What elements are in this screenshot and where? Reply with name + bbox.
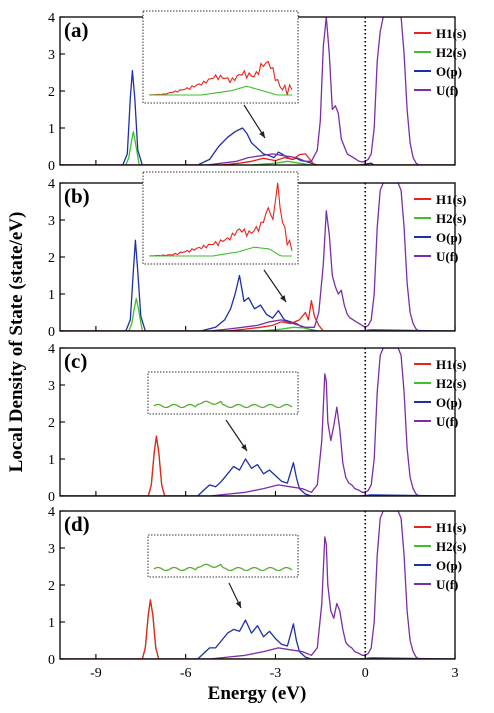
y-tick-label: 4	[48, 11, 55, 26]
plot-frame	[59, 510, 456, 660]
series-h1s	[60, 435, 455, 496]
y-tick-label: 0	[48, 159, 55, 174]
panel-label: (c)	[64, 349, 87, 373]
x-axis-label: Energy (eV)	[0, 683, 494, 705]
legend-label: H1(s)	[436, 192, 466, 207]
legend-label: O(p)	[436, 230, 462, 245]
series-h2s	[60, 131, 455, 165]
y-tick-label: 1	[48, 288, 55, 303]
y-tick-label: 3	[48, 214, 55, 229]
series-h2s	[60, 599, 455, 659]
inset-box	[142, 10, 299, 104]
x-axis-label-text: Energy (eV)	[207, 683, 307, 704]
y-tick-label: 3	[48, 379, 55, 394]
inset-box	[147, 534, 299, 578]
y-tick-label: 3	[48, 542, 55, 557]
series-h1s	[60, 300, 455, 331]
panel-label: (b)	[64, 184, 90, 208]
y-tick-label: 2	[48, 251, 55, 266]
legend-label: U(f)	[436, 249, 458, 264]
series-op	[60, 619, 455, 659]
inset-series-h1s	[148, 60, 293, 96]
legend-label: H2(s)	[436, 376, 466, 391]
series-h2s	[60, 297, 455, 331]
series-uf	[60, 348, 455, 496]
y-tick-label: 0	[48, 490, 55, 505]
panel-a: 0 1 2 3 4 (a) H1(s) H2(s) O(p) U(f)	[48, 10, 466, 174]
x-tick-label: -3	[270, 666, 282, 681]
panel-d: 0 1 2 3 4 (d) H1(s) H2(s) O(p) U(f)	[48, 505, 466, 668]
inset-series-h1s	[148, 182, 293, 257]
y-tick-label: 2	[48, 85, 55, 100]
y-tick-label: 4	[48, 177, 55, 192]
series-h1s	[60, 153, 455, 165]
legend-label: H2(s)	[436, 539, 466, 554]
x-tick-label: -9	[90, 666, 102, 681]
legend-label: H1(s)	[436, 520, 466, 535]
panel-b: 0 1 2 3 4 (b) H1(s) H2(s) O(p) U(f)	[48, 171, 466, 340]
x-tick-label: -6	[180, 666, 192, 681]
series-h2s	[60, 436, 455, 496]
inset-box	[147, 371, 299, 415]
legend-label: U(f)	[436, 83, 458, 98]
panel-label: (a)	[64, 18, 89, 42]
legend-label: H2(s)	[436, 45, 466, 60]
inset-arrow	[243, 104, 266, 139]
inset-series-h2s	[153, 400, 293, 409]
series-h1s	[60, 599, 455, 659]
series-op	[60, 70, 455, 165]
inset-arrow-head	[241, 444, 247, 451]
panel-c: 0 1 2 3 4 (c) H1(s) H2(s) O(p) U(f)	[48, 342, 466, 505]
panel-label: (d)	[64, 512, 90, 536]
y-tick-label: 2	[48, 579, 55, 594]
legend-label: O(p)	[436, 558, 462, 573]
inset-series-h2s	[149, 85, 292, 96]
legend-label: H1(s)	[436, 357, 466, 372]
inset-arrow-head	[280, 295, 286, 302]
y-tick-label: 1	[48, 122, 55, 137]
inset-box	[142, 171, 299, 265]
series-uf	[60, 511, 455, 659]
y-tick-label: 1	[48, 616, 55, 631]
y-tick-label: 4	[48, 505, 55, 520]
inset-arrow-head	[259, 131, 265, 138]
inset-series-h2s	[153, 563, 293, 572]
x-tick-label: 0	[362, 666, 369, 681]
legend-label: H1(s)	[436, 26, 466, 41]
legend-label: H2(s)	[436, 211, 466, 226]
legend-label: U(f)	[436, 577, 458, 592]
legend-label: O(p)	[436, 64, 462, 79]
y-tick-label: 2	[48, 416, 55, 431]
y-tick-label: 0	[48, 325, 55, 340]
inset-arrow-head	[235, 601, 241, 608]
series-uf	[60, 183, 455, 331]
legend-label: U(f)	[436, 414, 458, 429]
x-tick-label: 3	[452, 666, 459, 681]
series-uf	[60, 17, 455, 165]
y-tick-label: 4	[48, 342, 55, 357]
y-tick-label: 1	[48, 453, 55, 468]
inset-series-h2s	[149, 246, 292, 257]
y-tick-label: 0	[48, 653, 55, 668]
y-tick-label: 3	[48, 48, 55, 63]
legend-label: O(p)	[436, 395, 462, 410]
plot-frame	[59, 347, 456, 497]
series-op	[60, 458, 455, 496]
